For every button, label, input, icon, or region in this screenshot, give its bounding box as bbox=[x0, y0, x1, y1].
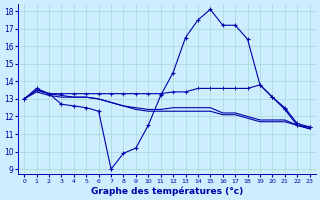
X-axis label: Graphe des températures (°c): Graphe des températures (°c) bbox=[91, 186, 243, 196]
